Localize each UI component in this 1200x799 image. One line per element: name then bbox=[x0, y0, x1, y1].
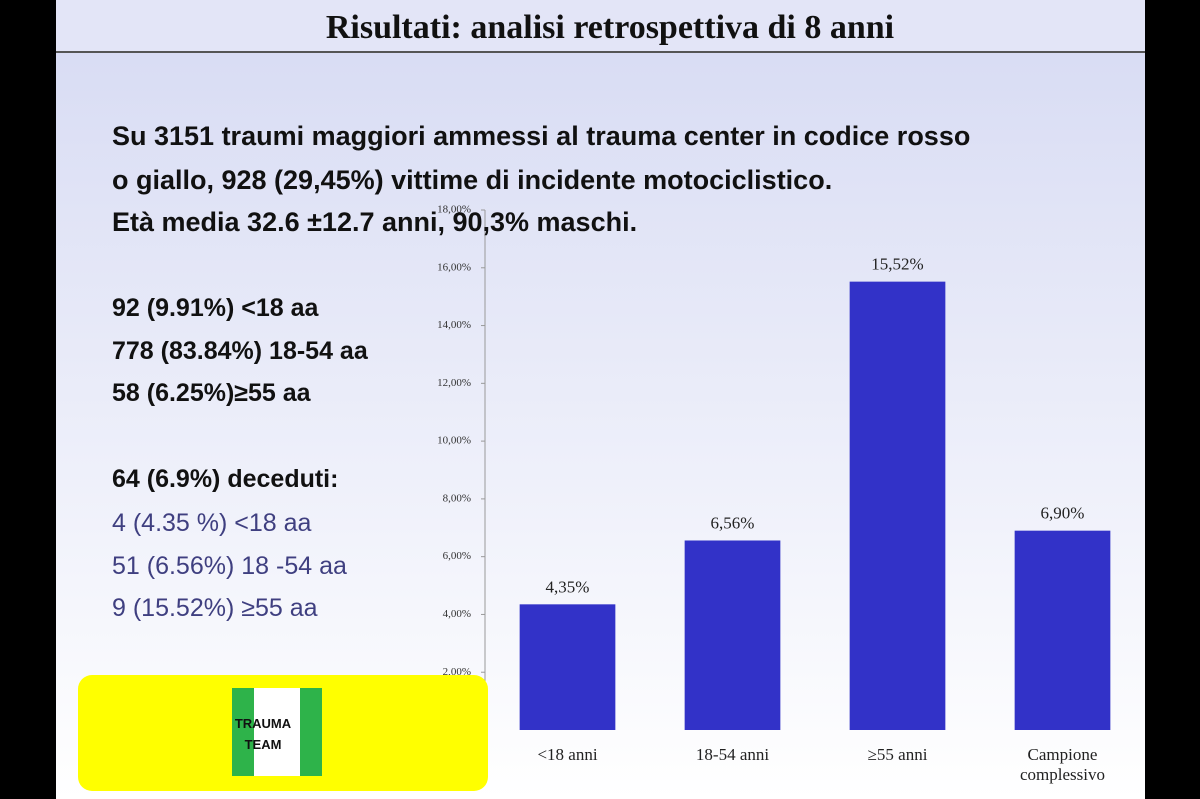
y-tick-label: 6,00% bbox=[443, 550, 471, 562]
x-tick-label: <18 anni bbox=[537, 745, 598, 764]
deaths-item: 51 (6.56%) 18 -54 aa bbox=[112, 552, 347, 580]
intro-line: Età media 32.6 ±12.7 anni, 90,3% maschi. bbox=[112, 207, 637, 237]
logo-h-left bbox=[232, 688, 254, 776]
value-label: 6,90% bbox=[1041, 504, 1085, 523]
intro-line: Su 3151 traumi maggiori ammessi al traum… bbox=[112, 121, 970, 151]
x-tick-label: Campione complessivo bbox=[1020, 745, 1105, 784]
age-group: 778 (83.84%) 18-54 aa bbox=[112, 337, 369, 365]
y-tick-label: 2,00% bbox=[443, 666, 471, 678]
value-label: 6,56% bbox=[711, 513, 755, 532]
y-tick-label: 8,00% bbox=[443, 492, 471, 504]
title-bar bbox=[56, 0, 1145, 52]
y-tick-label: 12,00% bbox=[437, 377, 471, 389]
y-tick-label: 14,00% bbox=[437, 319, 471, 331]
age-group: 58 (6.25%)≥55 aa bbox=[112, 379, 312, 407]
bar bbox=[1014, 530, 1111, 730]
bar bbox=[684, 540, 781, 730]
x-tick-label: 18-54 anni bbox=[695, 745, 770, 764]
logo-text: TEAM bbox=[245, 737, 282, 752]
deaths-item: 9 (15.52%) ≥55 aa bbox=[112, 594, 318, 622]
intro-line: o giallo, 928 (29,45%) vittime di incide… bbox=[112, 165, 832, 195]
age-group: 92 (9.91%) <18 aa bbox=[112, 294, 319, 322]
deaths-title: 64 (6.9%) deceduti: bbox=[112, 465, 338, 493]
chart: 2,00% 4,00% 6,00% 8,00% 10,00% 12,00% 14,00% 16… bbox=[437, 204, 1111, 730]
deaths-item: 4 (4.35 %) <18 aa bbox=[112, 509, 312, 537]
logo-text: TRAUMA bbox=[235, 716, 292, 731]
y-tick-label: 10,00% bbox=[437, 435, 471, 447]
bar bbox=[849, 281, 946, 730]
logo-h-right bbox=[300, 688, 322, 776]
y-tick-label: 16,00% bbox=[437, 261, 471, 273]
value-label: 4,35% bbox=[546, 577, 590, 596]
x-tick-label: ≥55 anni bbox=[867, 745, 928, 764]
y-tick-label: 4,00% bbox=[443, 608, 471, 620]
y-tick-label: 18,00% bbox=[437, 204, 471, 216]
value-label: 15,52% bbox=[871, 255, 923, 274]
bar bbox=[519, 604, 616, 730]
slide-title: Risultati: analisi retrospettiva di 8 an… bbox=[326, 9, 894, 46]
